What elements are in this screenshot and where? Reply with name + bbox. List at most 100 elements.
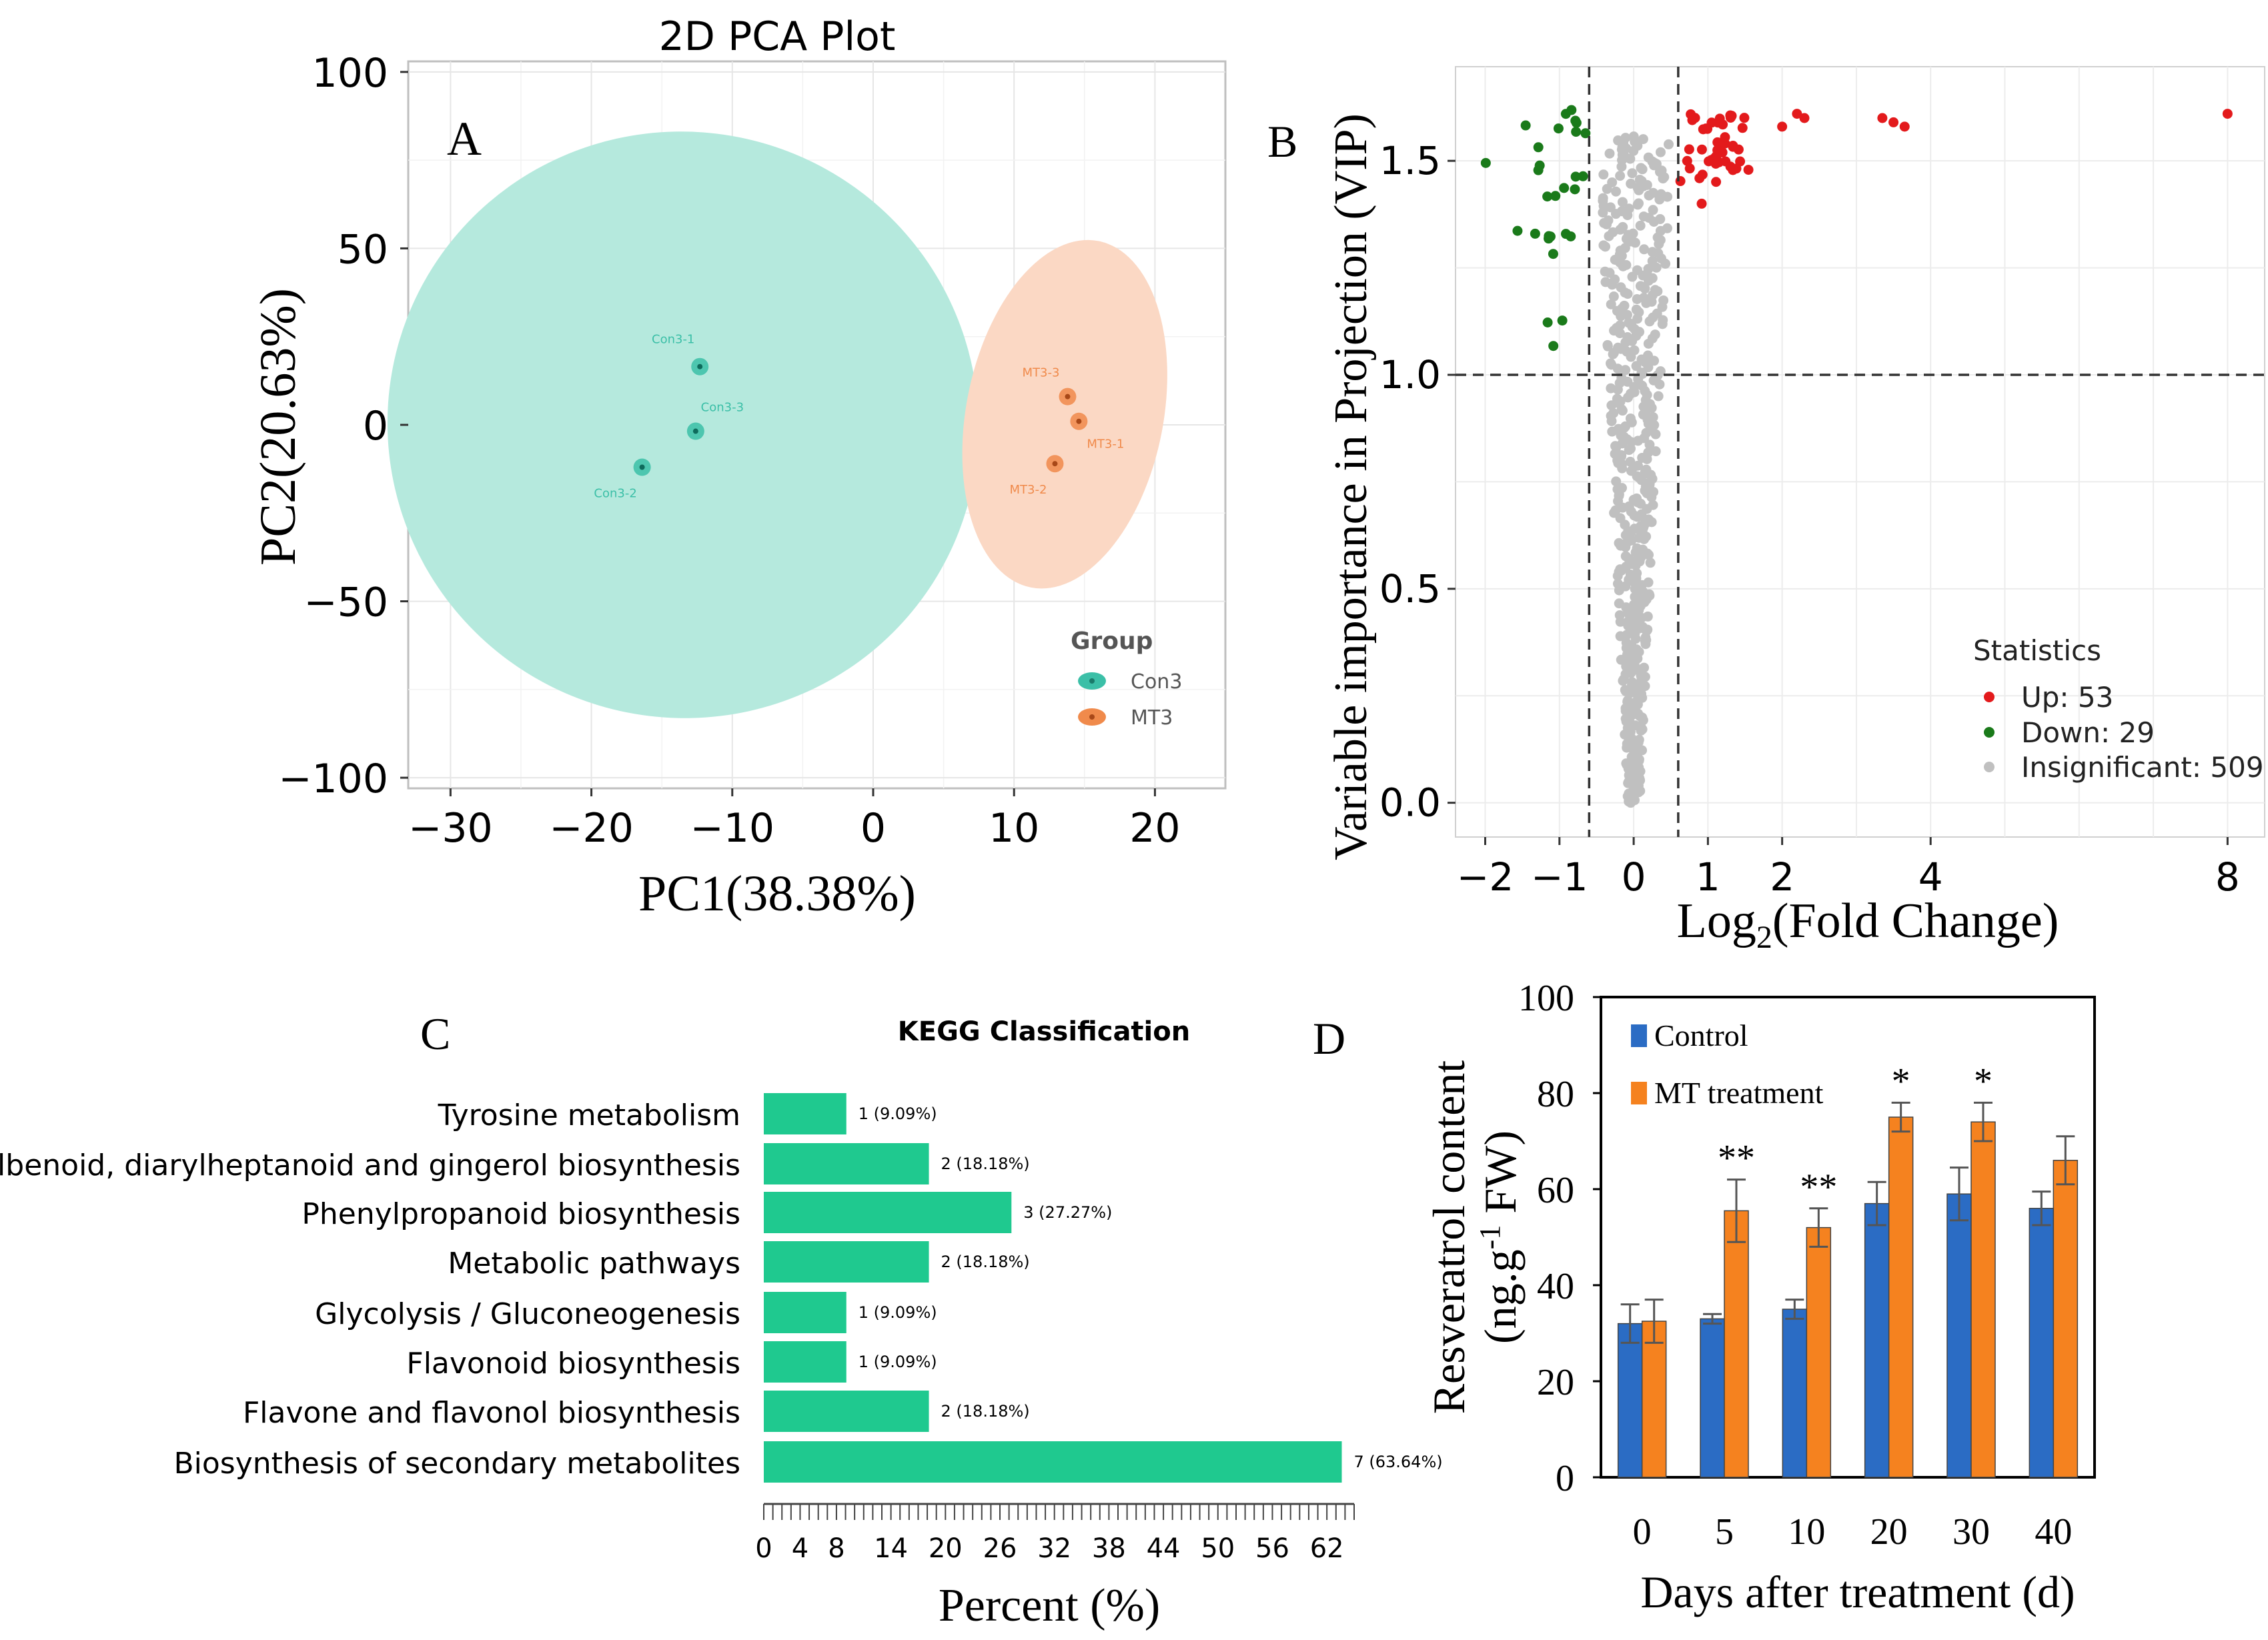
resveratrol-bar-control [1700, 1318, 1725, 1478]
vip-point-up [1739, 113, 1750, 123]
kegg-bar [764, 1391, 929, 1432]
vip-point-insignificant [1644, 440, 1655, 450]
vip-point-down [1548, 249, 1558, 259]
resveratrol-significance-marks: ***** * [1718, 1060, 1993, 1207]
vip-point-insignificant [1625, 456, 1636, 467]
vip-point-insignificant [1636, 163, 1646, 173]
vip-point-insignificant [1620, 685, 1630, 696]
kegg-x-tick-label: 44 [1147, 1533, 1181, 1564]
vip-point-up [1684, 163, 1695, 174]
resveratrol-significance: * [1892, 1060, 1910, 1102]
vip-point-insignificant [1632, 543, 1642, 554]
vip-point-up [1682, 155, 1692, 166]
vip-x-tick-label: 8 [2215, 854, 2240, 900]
vip-point-insignificant [1653, 391, 1664, 401]
vip-x-label-sub: 2 [1756, 920, 1772, 955]
vip-point-insignificant [1624, 317, 1634, 328]
vip-point-insignificant [1628, 131, 1639, 142]
vip-point-insignificant [1606, 383, 1616, 393]
vip-point-insignificant [1600, 277, 1611, 287]
pca-ellipse-con3 [387, 131, 979, 718]
resveratrol-bars [1617, 1116, 2079, 1478]
vip-point-insignificant [1600, 266, 1610, 277]
vip-point-down [1550, 191, 1561, 201]
vip-point-insignificant [1632, 568, 1642, 579]
vip-point-insignificant [1638, 134, 1648, 145]
vip-point-down [1570, 184, 1580, 195]
vip-point-insignificant [1650, 329, 1660, 340]
kegg-x-tick-label: 4 [792, 1533, 808, 1564]
vip-point-insignificant [1639, 662, 1650, 673]
vip-point-insignificant [1617, 197, 1628, 207]
legend-mt3-label: MT3 [1131, 706, 1173, 730]
vip-x-tick-label: 4 [1918, 854, 1943, 900]
vip-point-insignificant [1627, 677, 1638, 688]
vip-point-insignificant [1637, 745, 1648, 756]
vip-point-insignificant [1621, 638, 1632, 648]
vip-point-down [1520, 120, 1531, 131]
kegg-category-label: Phenylpropanoid biosynthesis [302, 1197, 740, 1231]
kegg-bar [764, 1192, 1012, 1233]
vip-point-down [1512, 225, 1523, 236]
vip-point-insignificant [1662, 223, 1672, 233]
vip-plot-frame [1455, 66, 2265, 838]
resveratrol-x-tick-label: 40 [2035, 1511, 2072, 1553]
vip-y-tick-label: 1.0 [1379, 352, 1441, 397]
legend-up-marker [1984, 692, 1995, 702]
pca-y-tick-label: −100 [278, 756, 388, 802]
vip-point-insignificant [1631, 304, 1642, 315]
vip-point-up [1743, 165, 1754, 175]
vip-point-insignificant [1647, 255, 1658, 266]
vip-point-up [2222, 109, 2233, 119]
legend-down-label: Down: 29 [2021, 716, 2155, 749]
kegg-data-label: 2 (18.18%) [941, 1154, 1030, 1173]
pca-y-tick-label: 100 [312, 50, 388, 97]
vip-point-insignificant [1648, 500, 1658, 510]
panel-label-b: B [1267, 116, 1297, 167]
kegg-bar [764, 1241, 929, 1283]
pca-y-tick-label: 0 [363, 403, 388, 450]
vip-point-insignificant [1635, 281, 1646, 291]
pca-y-tick-label: 50 [338, 226, 388, 273]
vip-point-insignificant [1614, 538, 1624, 548]
pca-point-center [1052, 461, 1058, 467]
vip-point-insignificant [1620, 243, 1630, 253]
vip-point-up [1899, 121, 1910, 132]
vip-point-insignificant [1607, 177, 1618, 187]
kegg-data-label: 2 (18.18%) [941, 1402, 1030, 1421]
vip-point-insignificant [1656, 189, 1666, 199]
panel-a-pca-plot: 2D PCA Plot Con3-1 Con3-3 Con3-2 MT3-3 MT3-1… [250, 13, 1227, 922]
vip-point-down [1534, 160, 1545, 171]
vip-point-up [1720, 132, 1730, 143]
vip-point-insignificant [1650, 285, 1660, 295]
vip-point-down [1560, 109, 1571, 119]
vip-point-insignificant [1643, 263, 1654, 274]
kegg-category-labels: Tyrosine metabolism Stilbenoid, diarylhep… [0, 1098, 740, 1481]
vip-y-tick-label: 0.0 [1379, 780, 1441, 826]
pca-point-label: MT3-3 [1022, 366, 1059, 380]
kegg-x-tick-label: 38 [1092, 1533, 1126, 1564]
resveratrol-bar-control [1782, 1309, 1808, 1478]
pca-x-tick-label: 0 [861, 805, 886, 852]
resveratrol-error-bars [1620, 1101, 2075, 1344]
vip-point-insignificant [1648, 205, 1658, 215]
vip-point-insignificant [1632, 493, 1642, 504]
panel-label-c: C [420, 1008, 450, 1059]
vip-point-up [1725, 161, 1736, 172]
kegg-x-tick-label: 14 [874, 1533, 908, 1564]
ylabel-line2-sup: -1 [1474, 1225, 1506, 1250]
vip-legend: Statistics Up: 53 Down: 29 Insignificant… [1973, 634, 2264, 784]
vip-point-up [1696, 144, 1707, 155]
vip-point-insignificant [1639, 244, 1650, 255]
panel-c-kegg-classification: C KEGG Classification Tyrosine metabolis… [0, 1008, 1443, 1631]
pca-point-label: MT3-1 [1087, 438, 1124, 452]
vip-point-insignificant [1611, 476, 1622, 487]
kegg-x-tick-label: 8 [828, 1533, 844, 1564]
kegg-data-label: 1 (9.09%) [859, 1353, 937, 1371]
pca-x-ticks: −30 −20 −10 0 10 20 [408, 788, 1181, 852]
vip-y-ticks: 0.0 0.5 1.0 1.5 [1379, 138, 1456, 826]
vip-point-insignificant [1620, 551, 1631, 562]
pca-point-label: Con3-1 [652, 333, 694, 347]
vip-point-insignificant [1603, 215, 1614, 225]
